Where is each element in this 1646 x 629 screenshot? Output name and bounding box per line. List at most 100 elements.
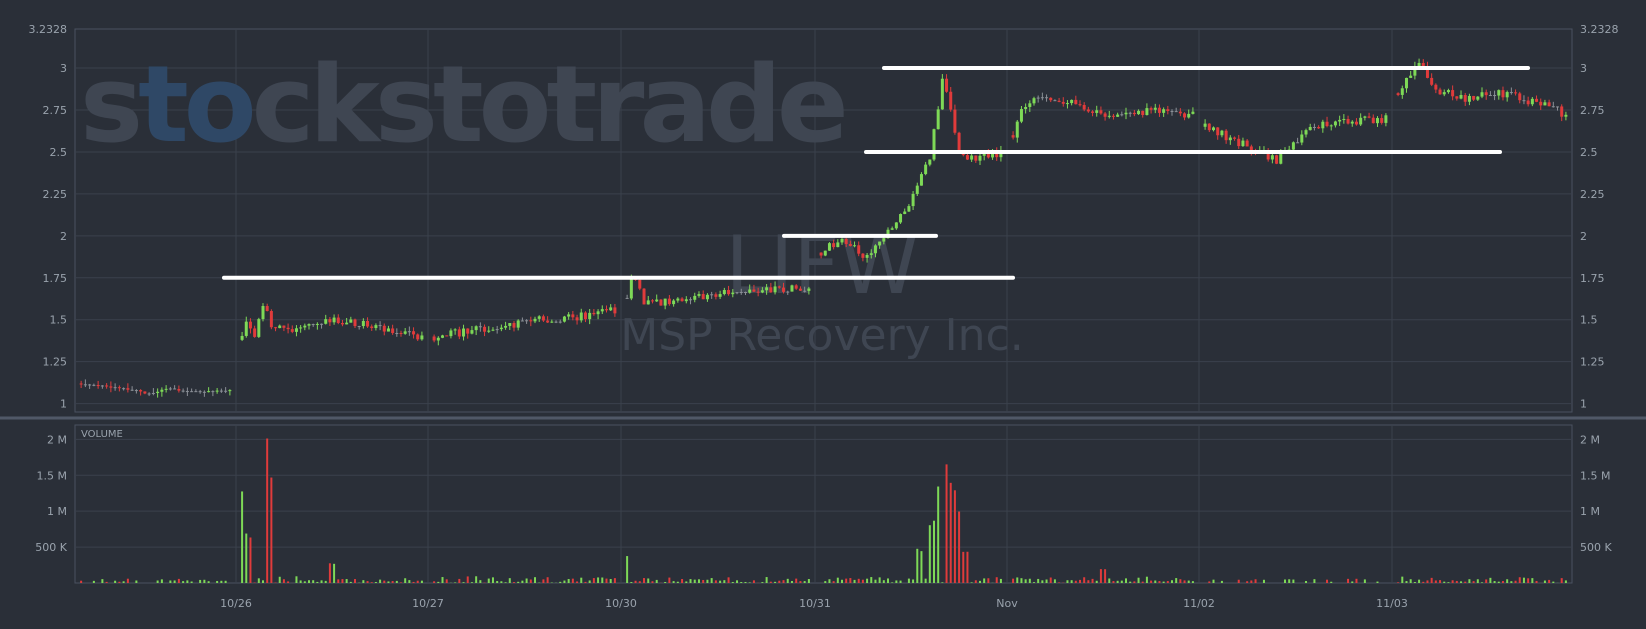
- volume-bar: [1041, 580, 1044, 583]
- candle-body: [156, 391, 160, 394]
- candle-body: [794, 285, 798, 289]
- candle-body: [857, 245, 861, 254]
- volume-bar: [693, 579, 696, 583]
- candle-body: [1409, 75, 1413, 78]
- candle-body: [777, 286, 781, 288]
- volume-bar: [1355, 578, 1358, 583]
- volume-bar: [928, 525, 931, 583]
- candle-body: [1371, 117, 1375, 124]
- candle-body: [299, 327, 303, 329]
- volume-bar: [1485, 579, 1488, 583]
- candle-body: [290, 329, 294, 332]
- candle-body: [991, 151, 995, 158]
- volume-bar: [320, 580, 323, 583]
- volume-bar: [454, 582, 457, 583]
- volume-bar: [266, 438, 269, 583]
- price-tick-right: 1.25: [1580, 356, 1605, 369]
- volume-bar: [1288, 579, 1291, 583]
- volume-bar: [241, 491, 244, 583]
- candle-body: [470, 330, 474, 334]
- volume-bar: [1501, 581, 1504, 583]
- candle-body: [478, 326, 482, 328]
- candle-body: [894, 222, 898, 229]
- volume-bar: [744, 581, 747, 583]
- candle-body: [1291, 142, 1295, 150]
- candle-body: [919, 174, 923, 186]
- candle-body: [1249, 146, 1253, 151]
- candle-body: [412, 331, 416, 335]
- volume-tick-left: 1 M: [47, 505, 67, 518]
- volume-bar: [592, 578, 595, 583]
- candle-body: [1074, 99, 1078, 105]
- volume-bar: [668, 577, 671, 583]
- candle-body: [1321, 121, 1325, 129]
- candle-body: [765, 287, 769, 291]
- candle-body: [1480, 92, 1484, 97]
- volume-bar: [601, 577, 604, 583]
- volume-bar: [870, 577, 873, 583]
- volume-bar: [1187, 580, 1190, 583]
- volume-bar: [970, 582, 973, 583]
- volume-bar: [1120, 580, 1123, 583]
- candle-body: [1032, 98, 1036, 104]
- price-tick-right: 3: [1580, 62, 1587, 75]
- volume-bar: [220, 580, 223, 583]
- volume-bar: [257, 578, 260, 583]
- volume-bar: [626, 556, 629, 583]
- candle-body: [1518, 93, 1522, 101]
- candle-body: [583, 312, 587, 320]
- candle-body: [1530, 98, 1534, 105]
- volume-bar: [156, 580, 159, 583]
- candle-body: [965, 155, 969, 160]
- volume-bar: [1313, 579, 1316, 583]
- candle-body: [504, 325, 508, 328]
- candle-body: [819, 252, 823, 256]
- volume-bar: [328, 563, 331, 583]
- candle-body: [499, 327, 503, 330]
- candle-body: [869, 253, 873, 255]
- candle-body: [782, 287, 786, 292]
- candle-body: [303, 325, 307, 328]
- volume-bar: [1518, 577, 1521, 583]
- volume-bar: [521, 580, 524, 583]
- candle-body: [160, 389, 164, 392]
- volume-bar: [1535, 580, 1538, 583]
- candle-body: [1417, 62, 1421, 67]
- candle-body: [1141, 110, 1145, 116]
- candle-body: [680, 298, 684, 302]
- volume-tick-right: 500 K: [1580, 541, 1612, 554]
- volume-bar: [559, 581, 562, 583]
- candle-body: [1425, 66, 1429, 78]
- volume-bar: [664, 581, 667, 583]
- volume-bar: [177, 578, 180, 583]
- volume-bar: [887, 578, 889, 583]
- volume-bar: [979, 580, 981, 583]
- candle-body: [248, 321, 252, 329]
- candle-body: [253, 328, 257, 337]
- volume-bar: [1460, 581, 1463, 583]
- volume-bar: [765, 577, 768, 583]
- candle-body: [1509, 92, 1513, 94]
- volume-bar: [1166, 581, 1169, 583]
- candle-body: [474, 326, 478, 331]
- volume-bar: [803, 581, 806, 583]
- candle-body: [1535, 98, 1539, 102]
- volume-bar: [643, 578, 646, 583]
- candle-body: [911, 193, 915, 207]
- candle-body: [1438, 89, 1442, 95]
- candle-body: [735, 292, 739, 294]
- volume-bar: [1522, 577, 1525, 583]
- candle-body: [487, 330, 491, 332]
- volume-bar: [1141, 581, 1144, 583]
- volume-bar: [416, 580, 419, 583]
- candle-body: [332, 317, 336, 323]
- candle-body: [1514, 92, 1518, 94]
- volume-bar: [1434, 580, 1437, 583]
- volume-bar: [542, 579, 545, 583]
- volume-bar: [525, 578, 528, 583]
- volume-bar: [1045, 579, 1048, 583]
- volume-bar: [912, 579, 915, 583]
- candle-body: [508, 323, 512, 326]
- candle-body: [882, 238, 886, 242]
